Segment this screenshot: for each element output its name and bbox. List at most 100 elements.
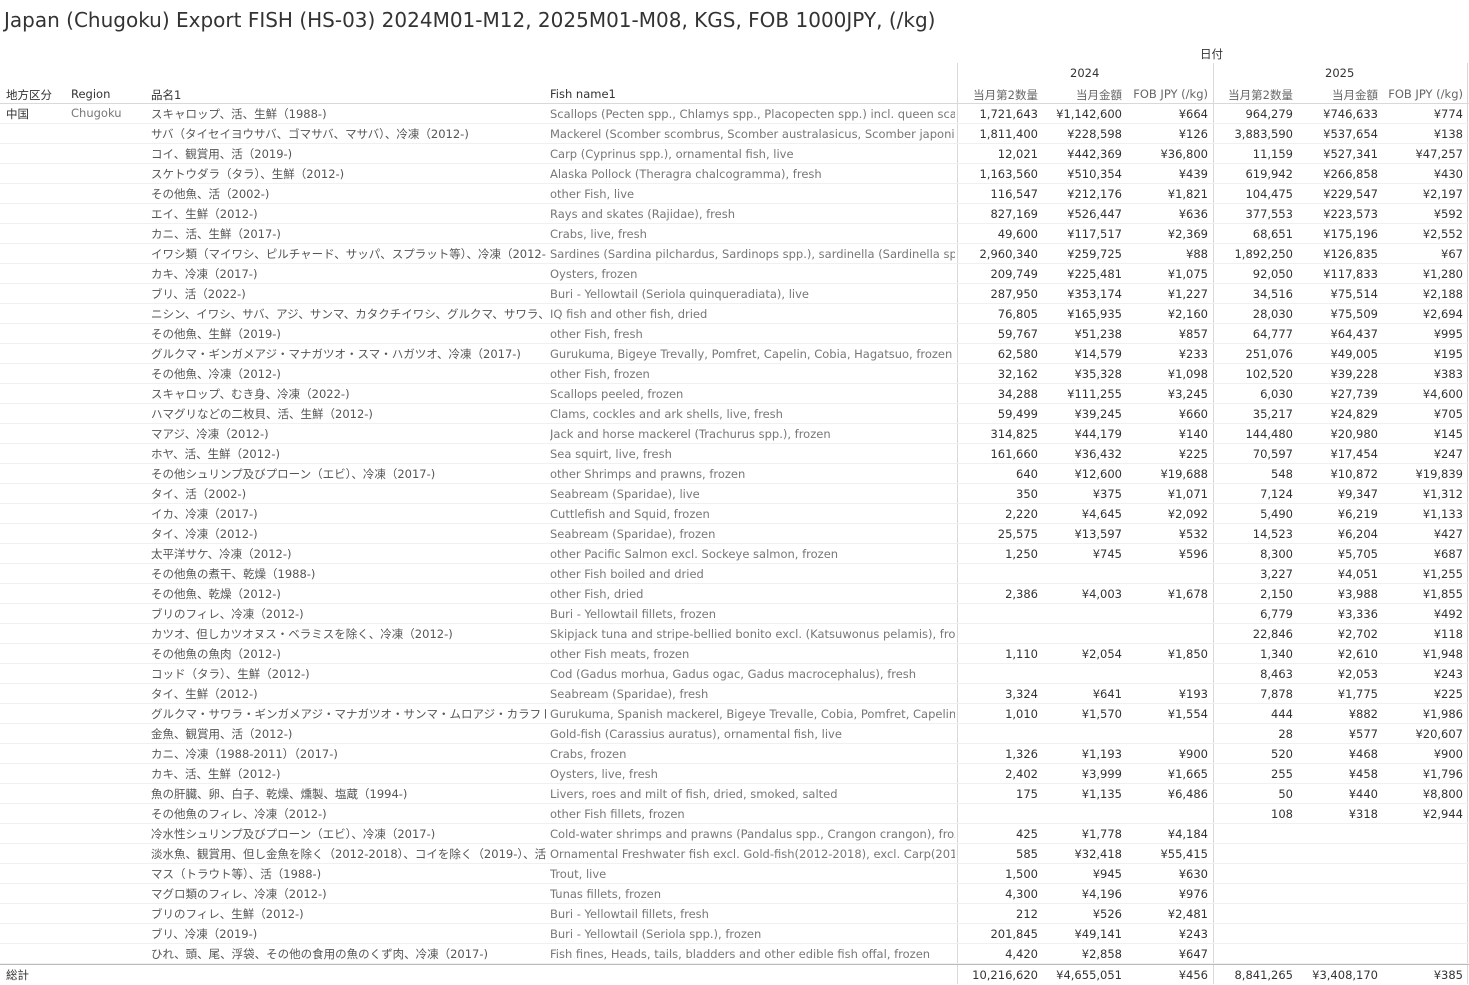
fob-2024-cell: ¥1,098 bbox=[1167, 367, 1208, 381]
fob-2025-cell: ¥4,600 bbox=[1422, 387, 1463, 401]
table-row[interactable]: グルクマ・サワラ・ギンガメアジ・マナガツオ・サンマ・ムロアジ・カラフトシシャモ・… bbox=[0, 704, 1469, 724]
table-row[interactable]: その他シュリンプ及びプローン（エビ）、冷凍（2017-) other Shrimp… bbox=[0, 464, 1469, 484]
table-row[interactable]: マアジ、冷凍（2012-) Jack and horse mackerel (Tr… bbox=[0, 424, 1469, 444]
table-row[interactable]: その他魚の魚肉（2012-) other Fish meats, frozen 1,… bbox=[0, 644, 1469, 664]
table-row[interactable]: マグロ類のフィレ、冷凍（2012-) Tunas fillets, frozen 4… bbox=[0, 884, 1469, 904]
table-row[interactable]: ひれ、頭、尾、浮袋、その他の食用の魚のくず肉、冷凍（2017-) Fish fin… bbox=[0, 944, 1469, 964]
fob-2024-cell: ¥660 bbox=[1178, 407, 1208, 421]
table-row[interactable]: エイ、生鮮（2012-) Rays and skates (Rajidae), f… bbox=[0, 204, 1469, 224]
table-row[interactable]: サバ（タイセイヨウサバ、ゴマサバ、マサバ）、冷凍（2012-) Mackerel … bbox=[0, 124, 1469, 144]
table-row[interactable]: 太平洋サケ、冷凍（2012-) other Pacific Salmon excl… bbox=[0, 544, 1469, 564]
amount-2024-cell: ¥4,196 bbox=[1081, 887, 1122, 901]
col-header-amount-2025[interactable]: 当月金額 bbox=[1332, 88, 1378, 102]
table-row[interactable]: タイ、冷凍（2012-) Seabream (Sparidae), frozen 2… bbox=[0, 524, 1469, 544]
table-row[interactable]: その他魚、冷凍（2012-) other Fish, frozen 32,162 ¥3… bbox=[0, 364, 1469, 384]
fob-2024-cell: ¥2,481 bbox=[1167, 907, 1208, 921]
table-row[interactable]: その他魚、乾燥（2012-) other Fish, dried 2,386 ¥4,0… bbox=[0, 584, 1469, 604]
qty-2025-cell: 7,124 bbox=[1260, 487, 1293, 501]
col-header-region[interactable]: Region bbox=[71, 87, 111, 101]
col-header-fob-2025[interactable]: FOB JPY (/kg) bbox=[1388, 87, 1463, 101]
qty-2024-cell: 425 bbox=[1016, 827, 1038, 841]
name-en-cell: Scallops (Pecten spp., Chlamys spp., Pla… bbox=[550, 107, 955, 121]
amount-2024-cell: ¥945 bbox=[1092, 867, 1122, 881]
amount-2024-cell: ¥4,645 bbox=[1081, 507, 1122, 521]
col-header-amount-2024[interactable]: 当月金額 bbox=[1076, 88, 1122, 102]
col-header-region-jp[interactable]: 地方区分 bbox=[6, 88, 52, 102]
name-jp-cell: カニ、冷凍（1988-2011）（2017-) bbox=[151, 747, 338, 761]
fob-2025-cell: ¥383 bbox=[1433, 367, 1463, 381]
name-en-cell: Cuttlefish and Squid, frozen bbox=[550, 507, 710, 521]
amount-2024-cell: ¥442,369 bbox=[1067, 147, 1122, 161]
table-row[interactable]: カキ、冷凍（2017-) Oysters, frozen 209,749 ¥225,4… bbox=[0, 264, 1469, 284]
table-row[interactable]: カツオ、但しカツオヌス・ベラミスを除く、冷凍（2012-) Skipjack tu… bbox=[0, 624, 1469, 644]
table-row[interactable]: スケトウダラ（タラ）、生鮮（2012-) Alaska Pollock (Ther… bbox=[0, 164, 1469, 184]
table-row[interactable]: 冷水性シュリンプ及びプローン（エビ）、冷凍（2017-) Cold-water s… bbox=[0, 824, 1469, 844]
qty-2025-cell: 70,597 bbox=[1252, 447, 1293, 461]
table-row[interactable]: コイ、観賞用、活（2019-) Carp (Cyprinus spp.), orn… bbox=[0, 144, 1469, 164]
table-row[interactable]: その他魚のフィレ、冷凍（2012-) other Fish fillets, fr… bbox=[0, 804, 1469, 824]
table-row[interactable]: カキ、活、生鮮（2012-) Oysters, live, fresh 2,402 ¥… bbox=[0, 764, 1469, 784]
table-row[interactable]: コッド（タラ）、生鮮（2012-) Cod (Gadus morhua, Gadu… bbox=[0, 664, 1469, 684]
amount-2025-cell: ¥24,829 bbox=[1330, 407, 1378, 421]
col-header-qty-2025[interactable]: 当月第2数量 bbox=[1228, 88, 1293, 102]
name-en-cell: IQ fish and other fish, dried bbox=[550, 307, 708, 321]
amount-2025-cell: ¥468 bbox=[1348, 747, 1378, 761]
fob-2025-cell: ¥145 bbox=[1433, 427, 1463, 441]
table-row[interactable]: その他魚の煮干、乾燥（1988-) other Fish boiled and d… bbox=[0, 564, 1469, 584]
fob-2025-cell: ¥1,986 bbox=[1422, 707, 1463, 721]
table-row[interactable]: イワシ類（マイワシ、ピルチャード、サッパ、スプラット等）、冷凍（2012-) Sa… bbox=[0, 244, 1469, 264]
table-row[interactable]: その他魚、活（2002-) other Fish, live 116,547 ¥212… bbox=[0, 184, 1469, 204]
qty-2024-cell: 314,825 bbox=[990, 427, 1038, 441]
col-header-name-en[interactable]: Fish name1 bbox=[550, 87, 616, 101]
table-row[interactable]: 魚の肝臓、卵、白子、乾燥、燻製、塩蔵（1994-) Livers, roes an… bbox=[0, 784, 1469, 804]
amount-2025-cell: ¥6,204 bbox=[1337, 527, 1378, 541]
fob-2024-cell: ¥1,227 bbox=[1167, 287, 1208, 301]
table-row[interactable]: その他魚、生鮮（2019-) other Fish, fresh 59,767 ¥51… bbox=[0, 324, 1469, 344]
fob-2025-cell: ¥20,607 bbox=[1415, 727, 1463, 741]
table-row[interactable]: ブリのフィレ、生鮮（2012-) Buri - Yellowtail fillet… bbox=[0, 904, 1469, 924]
amount-2024-cell: ¥49,141 bbox=[1074, 927, 1122, 941]
qty-2024-cell: 3,324 bbox=[1005, 687, 1038, 701]
name-en-cell: other Fish, live bbox=[550, 187, 635, 201]
table-row[interactable]: 淡水魚、観賞用、但し金魚を除く（2012-2018）、コイを除く（2019-）、… bbox=[0, 844, 1469, 864]
table-row[interactable]: ブリ、活（2022-) Buri - Yellowtail (Seriola qu… bbox=[0, 284, 1469, 304]
table-row[interactable]: グルクマ・ギンガメアジ・マナガツオ・スマ・ハガツオ、冷凍（2017-) Guruk… bbox=[0, 344, 1469, 364]
col-header-qty-2024[interactable]: 当月第2数量 bbox=[973, 88, 1038, 102]
name-en-cell: Trout, live bbox=[550, 867, 607, 881]
table-row[interactable]: ブリのフィレ、冷凍（2012-) Buri - Yellowtail fillet… bbox=[0, 604, 1469, 624]
fob-2025-cell: ¥900 bbox=[1433, 747, 1463, 761]
table-row[interactable]: スキャロップ、むき身、冷凍（2022-) Scallops peeled, fro… bbox=[0, 384, 1469, 404]
table-row[interactable]: イカ、冷凍（2017-) Cuttlefish and Squid, frozen… bbox=[0, 504, 1469, 524]
qty-2025-cell: 34,516 bbox=[1252, 287, 1293, 301]
qty-2025-cell: 102,520 bbox=[1245, 367, 1293, 381]
table-row[interactable]: ハマグリなどの二枚貝、活、生鮮（2012-) Clams, cockles and… bbox=[0, 404, 1469, 424]
qty-2025-cell: 1,340 bbox=[1260, 647, 1293, 661]
table-row[interactable]: ブリ、冷凍（2019-) Buri - Yellowtail (Seriola s… bbox=[0, 924, 1469, 944]
name-jp-cell: 魚の肝臓、卵、白子、乾燥、燻製、塩蔵（1994-) bbox=[151, 787, 408, 801]
table-row[interactable]: ニシン、イワシ、サバ、アジ、サンマ、カタクチイワシ、グルクマ、サワラ、ギンガメア… bbox=[0, 304, 1469, 324]
table-row[interactable]: スキャロップ、活、生鮮（1988-) Scallops (Pecten spp.,… bbox=[0, 104, 1469, 124]
amount-2025-cell: ¥39,228 bbox=[1330, 367, 1378, 381]
table-row[interactable]: 金魚、観賞用、活（2012-) Gold-fish (Carassius aura… bbox=[0, 724, 1469, 744]
name-jp-cell: その他魚のフィレ、冷凍（2012-) bbox=[151, 807, 327, 821]
table-row[interactable]: タイ、活（2002-) Seabream (Sparidae), live 350 ¥… bbox=[0, 484, 1469, 504]
name-en-cell: Cold-water shrimps and prawns (Pandalus … bbox=[550, 827, 955, 841]
name-en-cell: Seabream (Sparidae), fresh bbox=[550, 687, 709, 701]
table-row[interactable]: マス（トラウト等）、活（1988-) Trout, live 1,500 ¥945 ¥6… bbox=[0, 864, 1469, 884]
name-en-cell: Gold-fish (Carassius auratus), ornamenta… bbox=[550, 727, 842, 741]
col-header-fob-2024[interactable]: FOB JPY (/kg) bbox=[1133, 87, 1208, 101]
name-en-cell: other Fish fillets, frozen bbox=[550, 807, 685, 821]
col-header-name-jp[interactable]: 品名1 bbox=[151, 88, 182, 102]
fob-2024-cell: ¥636 bbox=[1178, 207, 1208, 221]
fob-2024-cell: ¥1,821 bbox=[1167, 187, 1208, 201]
amount-2025-cell: ¥175,196 bbox=[1323, 227, 1378, 241]
data-table: スキャロップ、活、生鮮（1988-) Scallops (Pecten spp.,… bbox=[0, 104, 1469, 964]
table-row[interactable]: カニ、冷凍（1988-2011）（2017-) Crabs, frozen 1,32… bbox=[0, 744, 1469, 764]
fob-2025-cell: ¥492 bbox=[1433, 607, 1463, 621]
table-row[interactable]: ホヤ、活、生鮮（2012-) Sea squirt, live, fresh 161… bbox=[0, 444, 1469, 464]
table-row[interactable]: タイ、生鮮（2012-) Seabream (Sparidae), fresh 3,… bbox=[0, 684, 1469, 704]
table-row[interactable]: カニ、活、生鮮（2017-) Crabs, live, fresh 49,600 ¥1… bbox=[0, 224, 1469, 244]
amount-2024-cell: ¥1,193 bbox=[1081, 747, 1122, 761]
qty-2025-cell: 3,883,590 bbox=[1234, 127, 1293, 141]
fob-2025-cell: ¥1,133 bbox=[1422, 507, 1463, 521]
